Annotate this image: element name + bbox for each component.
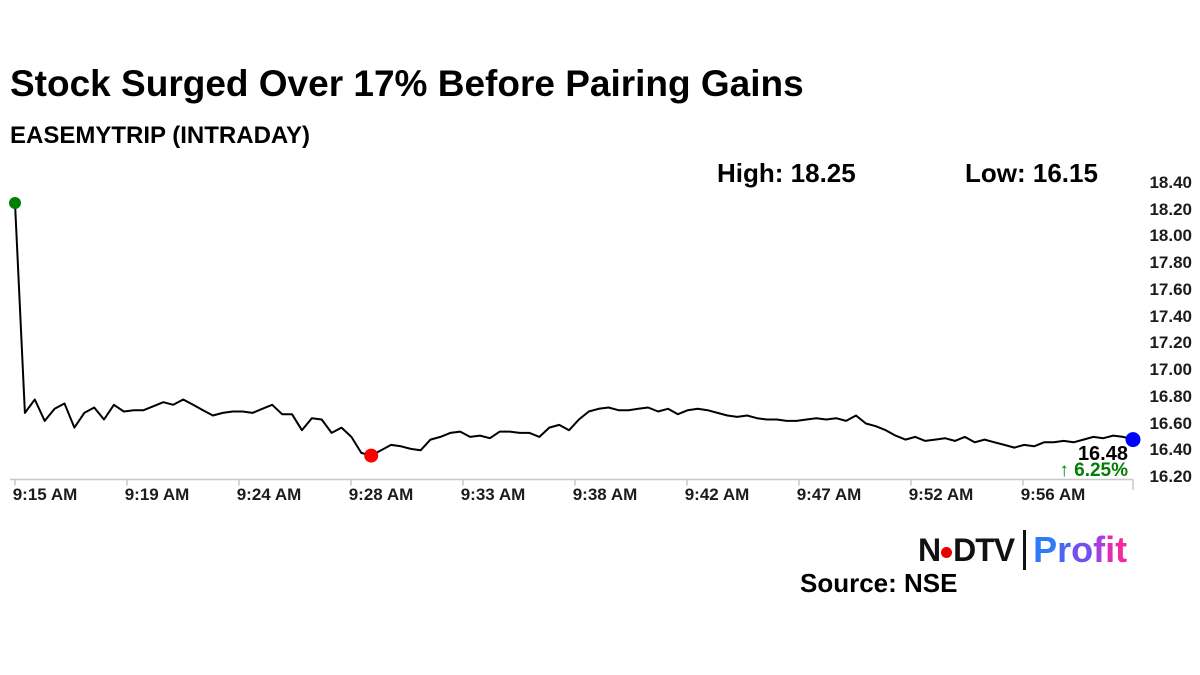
y-tick-label: 16.60 bbox=[1149, 413, 1192, 433]
profit-letter: f bbox=[1093, 529, 1106, 570]
last-price-label: 16.48 bbox=[1077, 443, 1128, 465]
source-label: Source: NSE bbox=[800, 568, 958, 598]
low-marker-dot bbox=[364, 448, 379, 463]
y-tick-label: 17.80 bbox=[1149, 253, 1192, 273]
change-percent-label: ↑ 6.25% bbox=[1059, 460, 1128, 481]
ndtv-profit-logo: N DTV Profit bbox=[918, 529, 1127, 571]
x-tick-label: 9:24 AM bbox=[236, 485, 302, 504]
y-tick-label: 18.00 bbox=[1149, 226, 1192, 246]
x-tick-label: 9:42 AM bbox=[684, 485, 750, 504]
y-tick-label: 17.20 bbox=[1149, 333, 1192, 353]
y-tick-label: 16.40 bbox=[1149, 440, 1192, 460]
ndtv-letters-dtv: DTV bbox=[953, 531, 1015, 568]
ndtv-red-dot-icon bbox=[941, 546, 953, 558]
x-tick-label: 9:38 AM bbox=[572, 485, 638, 504]
y-tick-label: 18.40 bbox=[1149, 173, 1192, 192]
y-tick-label: 17.40 bbox=[1149, 306, 1192, 326]
start-marker-dot bbox=[9, 197, 21, 209]
logo-separator bbox=[1023, 530, 1027, 570]
price-line bbox=[14, 202, 1134, 457]
profit-letter: P bbox=[1033, 529, 1058, 570]
y-tick-label: 17.60 bbox=[1149, 279, 1192, 299]
x-tick-label: 9:47 AM bbox=[796, 485, 862, 504]
chart-subtitle: EASEMYTRIP (INTRADAY) bbox=[10, 122, 311, 149]
page-title: Stock Surged Over 17% Before Pairing Gai… bbox=[10, 63, 804, 104]
profit-letter: r bbox=[1057, 529, 1072, 570]
y-tick-label: 16.80 bbox=[1149, 386, 1192, 406]
ndtv-letter-n: N bbox=[918, 531, 941, 568]
end-marker-dot bbox=[1125, 432, 1141, 448]
x-tick-label: 9:15 AM bbox=[12, 485, 78, 504]
profit-logo-text: Profit bbox=[1033, 529, 1127, 571]
y-tick-label: 16.20 bbox=[1149, 467, 1192, 486]
x-tick-label: 9:56 AM bbox=[1020, 485, 1086, 504]
profit-letter: t bbox=[1115, 529, 1128, 570]
x-tick-label: 9:28 AM bbox=[348, 485, 414, 504]
y-tick-label: 18.20 bbox=[1149, 199, 1192, 219]
x-tick-label: 9:33 AM bbox=[460, 485, 526, 504]
y-tick-label: 17.00 bbox=[1149, 360, 1192, 380]
x-tick-label: 9:19 AM bbox=[124, 485, 190, 504]
ndtv-logo-text: N DTV bbox=[918, 531, 1015, 569]
profit-letter: o bbox=[1071, 529, 1094, 570]
profit-letter: i bbox=[1105, 529, 1116, 570]
low-stat: Low: 16.15 bbox=[965, 158, 1098, 188]
high-stat: High: 18.25 bbox=[717, 158, 856, 188]
x-tick-label: 9:52 AM bbox=[908, 485, 974, 504]
